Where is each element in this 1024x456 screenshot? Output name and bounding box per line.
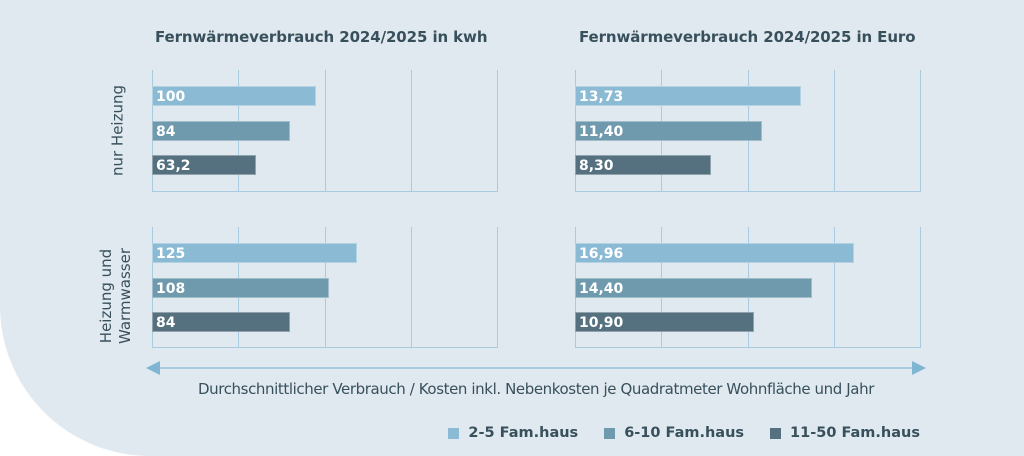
bar: 13,73 (575, 86, 801, 106)
legend-swatch-icon (448, 427, 460, 439)
legend-item-2-5: 2-5 Fam.haus (448, 425, 578, 441)
gridline (920, 227, 921, 348)
row-label-line2: Warmwasser (116, 247, 134, 345)
gridline (411, 70, 412, 192)
chart-euro-nur-heizung: 13,73 11,40 8,30 (575, 70, 921, 192)
bar: 16,96 (575, 243, 854, 263)
chart-title-kwh: Fernwärmeverbrauch 2024/2025 in kwh (155, 28, 488, 46)
arrow-right-icon (912, 361, 926, 375)
bar: 63,2 (152, 155, 256, 175)
row-label-line1: Heizung und (97, 248, 115, 344)
chart-kwh-nur-heizung: 100 84 63,2 (152, 70, 498, 192)
axis-baseline (152, 191, 498, 192)
legend-label: 2-5 Fam.haus (468, 425, 579, 441)
legend: 2-5 Fam.haus 6-10 Fam.haus 11-50 Fam.hau… (448, 425, 920, 441)
bar: 108 (152, 277, 330, 298)
double-arrow-axis (146, 361, 926, 375)
chart-title-euro: Fernwärmeverbrauch 2024/2025 in Euro (579, 28, 916, 46)
gridline (497, 70, 498, 192)
legend-swatch-icon (770, 427, 782, 439)
chart-euro-heizung-warmwasser: 16,96 14,40 10,90 (575, 227, 921, 348)
axis-baseline (152, 347, 498, 348)
gridline (325, 70, 326, 192)
bar: 100 (152, 86, 317, 106)
row-label-heizung-warmwasser: Heizung und Warmwasser (97, 236, 135, 356)
x-axis-label: Durchschnittlicher Verbrauch / Kosten in… (198, 380, 874, 398)
legend-label: 6-10 Fam.haus (624, 425, 745, 441)
bar: 14,40 (575, 277, 812, 298)
bar: 10,90 (575, 312, 755, 332)
gridline (834, 70, 835, 192)
arrow-line (158, 367, 914, 369)
bar: 84 (152, 312, 290, 332)
row-label-nur-heizung: nur Heizung (109, 71, 128, 191)
bar: 125 (152, 243, 358, 263)
row-label-text: nur Heizung (108, 84, 127, 177)
gridline (834, 227, 835, 348)
arrow-left-icon (146, 361, 160, 375)
legend-swatch-icon (604, 427, 616, 439)
bar: 11,40 (575, 120, 763, 141)
legend-item-6-10: 6-10 Fam.haus (604, 425, 744, 441)
chart-kwh-heizung-warmwasser: 125 108 84 (152, 227, 498, 348)
legend-label: 11-50 Fam.haus (790, 425, 920, 441)
gridline (411, 227, 412, 348)
axis-baseline (575, 347, 921, 348)
axis-baseline (575, 191, 921, 192)
bar: 8,30 (575, 155, 712, 175)
legend-item-11-50: 11-50 Fam.haus (770, 425, 920, 441)
bar: 84 (152, 120, 290, 141)
gridline (920, 70, 921, 192)
gridline (497, 227, 498, 348)
